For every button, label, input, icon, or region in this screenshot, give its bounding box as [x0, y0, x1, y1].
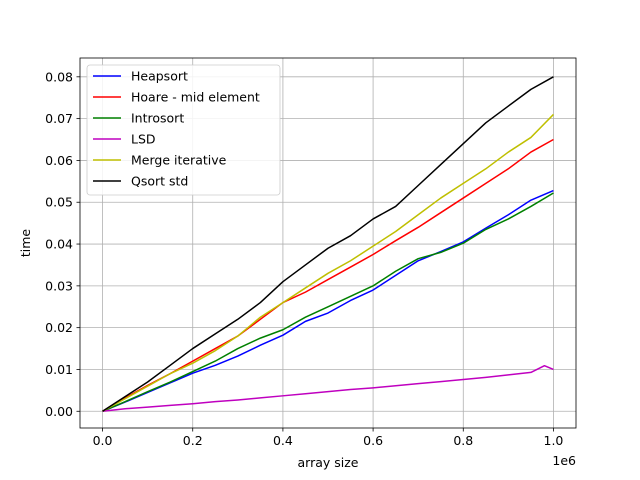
y-axis-label: time [18, 229, 33, 258]
legend-box [86, 64, 281, 196]
legend: Heapsort Hoare - mid element Introsort LSD M… [86, 64, 281, 196]
x-axis-label: array size [298, 455, 359, 470]
y-tick-label: 0.00 [45, 404, 73, 419]
tick-layer: 0.0 0.2 0.4 0.6 0.8 1.0 0.00 0.01 0.02 0.03 0.04 0.… [45, 69, 563, 448]
x-tick-label: 0.0 [93, 433, 113, 448]
legend-label: Qsort std [131, 174, 188, 189]
y-tick-label: 0.03 [45, 278, 73, 293]
y-tick-label: 0.05 [45, 195, 73, 210]
x-tick-label: 0.6 [363, 433, 383, 448]
x-tick-label: 0.2 [183, 433, 203, 448]
series-line-heapsort [102, 189, 554, 412]
legend-label: LSD [131, 132, 156, 147]
series-layer [102, 76, 554, 413]
series-line-qsort-std [102, 76, 554, 412]
series-line-introsort [102, 192, 554, 412]
x-tick-label: 0.4 [273, 433, 293, 448]
y-tick-label: 0.01 [45, 362, 73, 377]
legend-label: Introsort [131, 111, 184, 126]
series-line-lsd [102, 364, 554, 413]
grid-layer [80, 58, 576, 428]
legend-label: Merge iterative [131, 153, 227, 168]
y-tick-label: 0.07 [45, 111, 73, 126]
plot-frame [79, 57, 577, 429]
y-tick-label: 0.02 [45, 320, 73, 335]
x-tick-label: 1.0 [544, 433, 564, 448]
y-tick-label: 0.06 [45, 153, 73, 168]
x-offset-label: 1e6 [552, 453, 576, 468]
series-line-merge-iterative [102, 113, 554, 412]
y-tick-label: 0.04 [45, 237, 73, 252]
legend-label: Heapsort [131, 69, 188, 84]
y-tick-label: 0.08 [45, 69, 73, 84]
x-tick-label: 0.8 [453, 433, 473, 448]
legend-label: Hoare - mid element [131, 90, 260, 105]
